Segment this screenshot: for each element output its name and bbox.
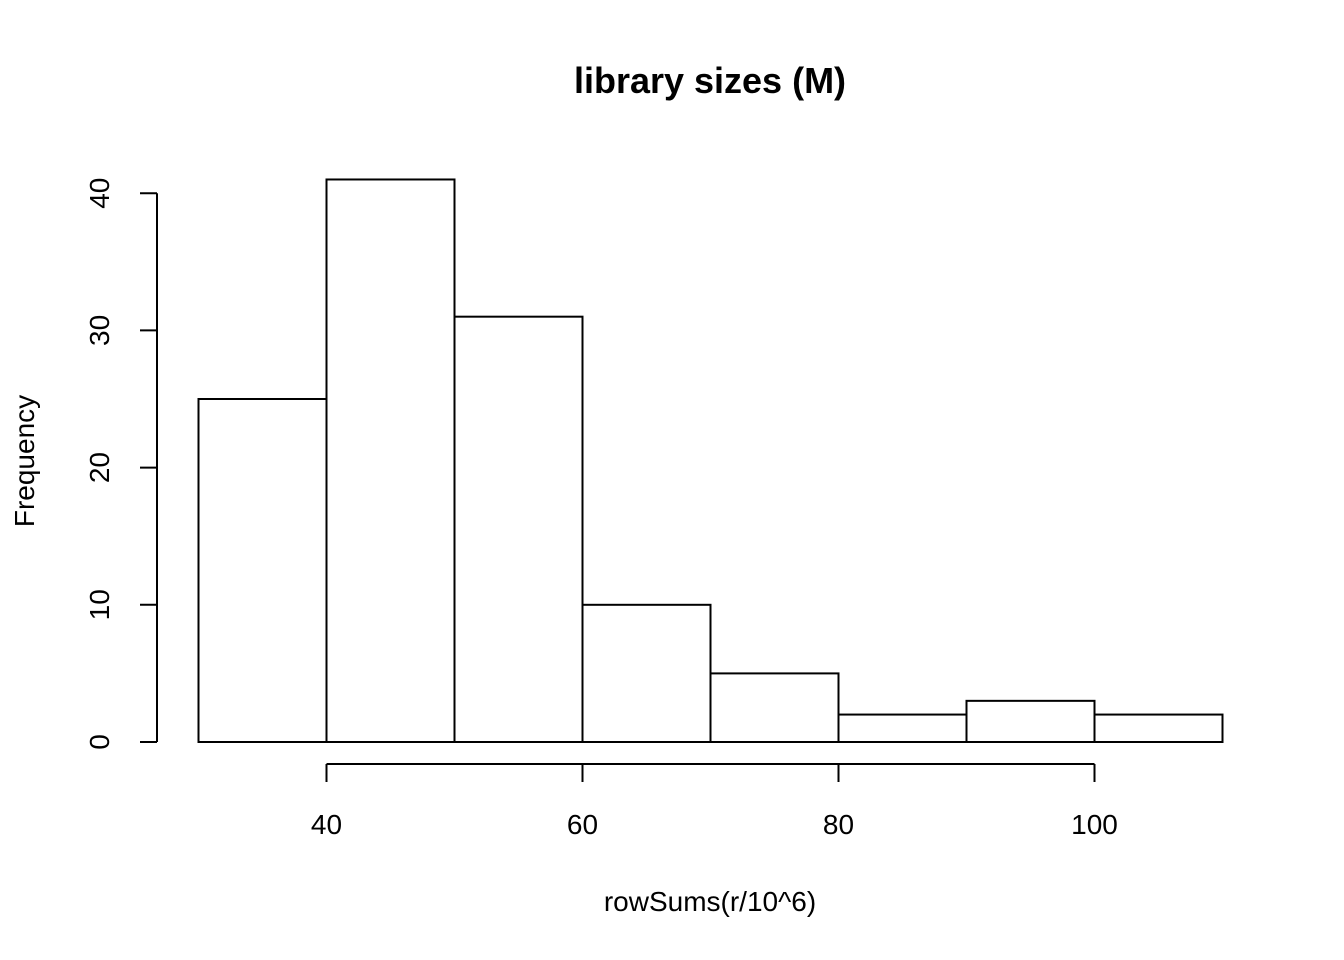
histogram-bar-1 [197,398,328,743]
y-tick-label: 40 [84,178,115,209]
y-tick-label: 20 [84,452,115,483]
histogram-bar-3 [453,315,584,743]
histogram-bar-5 [709,672,840,744]
y-axis-ticks: 0 10 20 30 40 [84,178,157,750]
y-tick-label: 0 [84,734,115,750]
x-tick-label: 80 [823,809,854,840]
y-axis: 0 10 20 30 40 [84,178,158,750]
x-tick-label: 60 [567,809,598,840]
chart-title: library sizes (M) [574,60,846,101]
y-tick-label: 10 [84,589,115,620]
histogram-bar-6 [837,713,968,743]
histogram-bar-7 [965,699,1096,744]
histogram-bar-8 [1093,713,1224,743]
x-axis: 40 60 80 100 [311,763,1118,840]
y-axis-label: Frequency [9,395,40,527]
x-tick-label: 100 [1071,809,1118,840]
x-tick-label: 40 [311,809,342,840]
histogram-bar-4 [581,603,712,743]
histogram-bars [197,178,1224,744]
histogram-bar-2 [325,178,456,744]
y-tick-label: 30 [84,315,115,346]
x-axis-label: rowSums(r/10^6) [604,886,816,917]
x-axis-ticks: 40 60 80 100 [311,764,1118,840]
